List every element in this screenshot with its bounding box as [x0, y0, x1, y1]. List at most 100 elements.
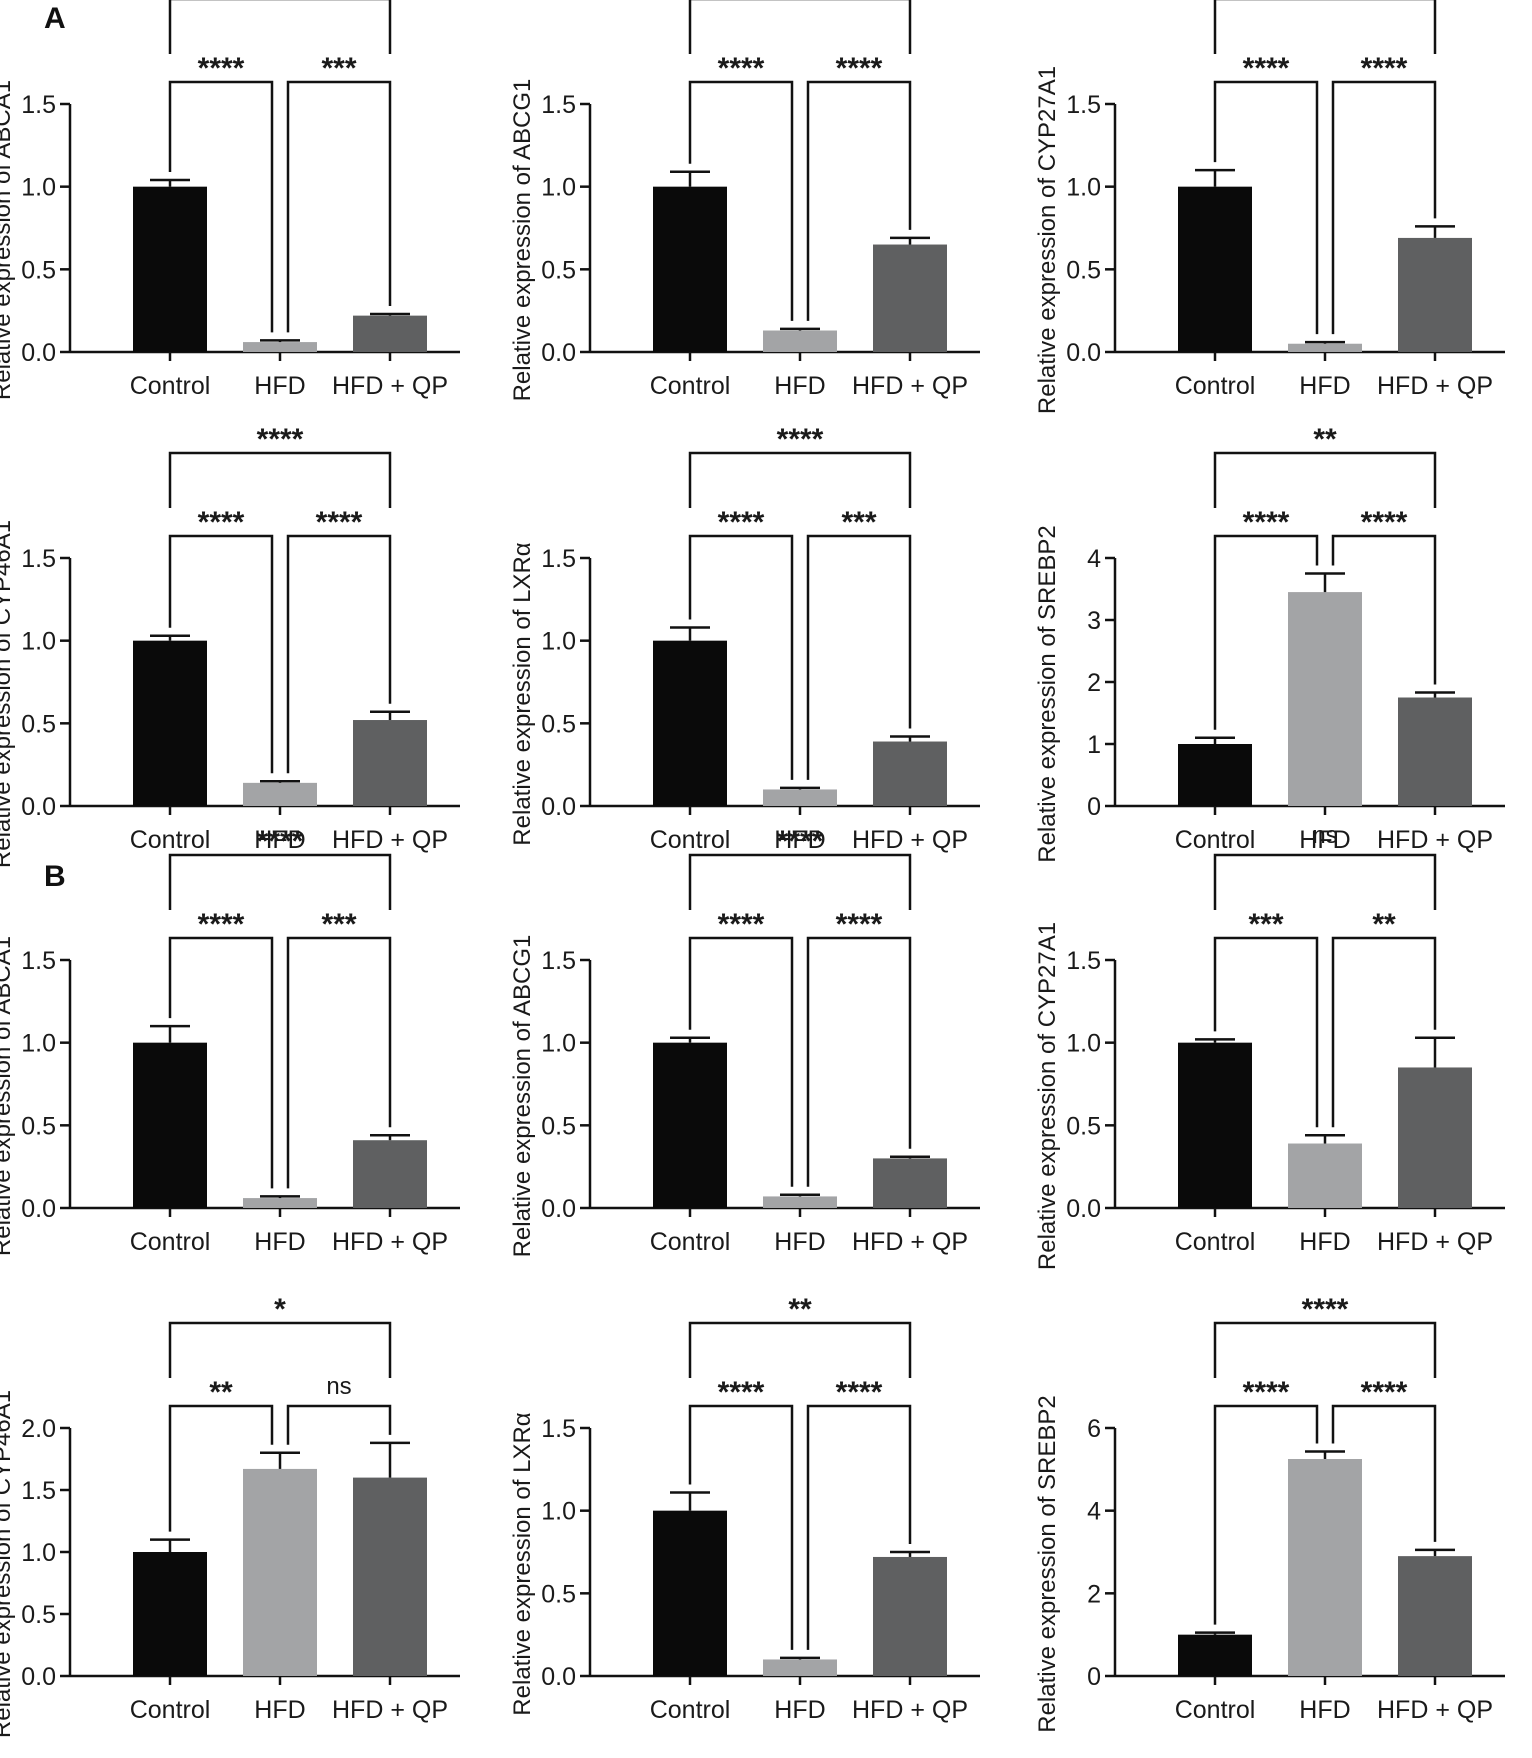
significance-label: **** — [836, 1376, 883, 1409]
x-tick-label: Control — [650, 1228, 731, 1256]
x-tick-label: HFD + QP — [1377, 826, 1493, 854]
y-tick-label: 0 — [1087, 1663, 1101, 1691]
x-tick-label: Control — [1175, 1696, 1256, 1724]
significance-label: **** — [1243, 506, 1290, 539]
x-tick-label: HFD + QP — [332, 1228, 448, 1256]
significance-label: **** — [1243, 1376, 1290, 1409]
y-tick-label: 4 — [1087, 1498, 1101, 1526]
bar-hfd-qp — [873, 244, 947, 352]
y-tick-label: 1.0 — [21, 628, 56, 656]
x-tick-label: Control — [650, 826, 731, 854]
x-tick-label: HFD + QP — [332, 1696, 448, 1724]
significance-bracket — [1213, 534, 1319, 730]
significance-bracket — [688, 1321, 912, 1378]
bar-hfd — [763, 1659, 837, 1676]
y-axis-title: Relative expression of CYP46A1 — [0, 1390, 16, 1738]
significance-label: **** — [718, 506, 765, 539]
significance-label: * — [274, 1293, 286, 1326]
significance-label: **** — [836, 52, 883, 85]
x-tick-label: Control — [130, 1696, 211, 1724]
significance-label: **** — [1361, 1376, 1408, 1409]
chart-a-1: 0.0 0.5 1.0 1.5 Relative expression of ABCA1… — [0, 0, 460, 400]
x-tick-label: HFD — [1299, 1696, 1350, 1724]
significance-bracket — [806, 936, 912, 1187]
significance-label: **** — [777, 423, 824, 456]
significance-bracket — [1331, 1404, 1437, 1542]
y-tick-label: 0.0 — [1066, 339, 1101, 367]
y-tick-label: 0.0 — [541, 339, 576, 367]
significance-label: **** — [198, 506, 245, 539]
significance-label: **** — [316, 506, 363, 539]
x-tick-label: Control — [1175, 826, 1256, 854]
significance-bracket — [1331, 534, 1437, 685]
chart-b-4: 0.0 0.5 1.0 1.5 2.0 Relative expression of CY… — [0, 1293, 460, 1738]
bar-hfd — [763, 330, 837, 352]
y-tick-label: 0.5 — [541, 710, 576, 738]
y-tick-label: 2 — [1087, 1580, 1101, 1608]
significance-bracket — [168, 451, 392, 508]
x-tick-label: Control — [1175, 372, 1256, 400]
significance-label: **** — [198, 908, 245, 941]
significance-bracket — [168, 1404, 274, 1532]
y-tick-label: 0.5 — [21, 710, 56, 738]
y-tick-label: 1.5 — [541, 545, 576, 573]
y-tick-label: 0.5 — [541, 1112, 576, 1140]
y-axis-title: Relative expression of CYP27A1 — [1034, 66, 1061, 414]
y-axis-title: Relative expression of LXRα — [509, 542, 536, 845]
bar-hfd-qp — [1398, 697, 1472, 806]
x-tick-label: HFD — [774, 826, 825, 854]
x-tick-label: HFD — [774, 372, 825, 400]
significance-label: **** — [198, 52, 245, 85]
significance-bracket — [688, 0, 912, 54]
significance-label: *** — [1248, 908, 1283, 941]
bar-control — [1178, 1042, 1252, 1208]
x-tick-label: Control — [1175, 1228, 1256, 1256]
x-tick-label: HFD + QP — [1377, 1696, 1493, 1724]
significance-bracket — [1331, 936, 1437, 1128]
y-tick-label: 1.5 — [21, 91, 56, 119]
significance-bracket — [688, 80, 794, 321]
significance-bracket — [168, 853, 392, 910]
bar-hfd-qp — [353, 1140, 427, 1208]
y-tick-label: 1.0 — [541, 1030, 576, 1058]
significance-label: **** — [1361, 52, 1408, 85]
bar-control — [133, 640, 207, 806]
y-tick-label: 0.0 — [1066, 1195, 1101, 1223]
y-tick-label: 0.5 — [21, 1112, 56, 1140]
bar-control — [653, 1042, 727, 1208]
y-tick-label: 2 — [1087, 669, 1101, 697]
significance-bracket — [806, 534, 912, 780]
significance-bracket — [688, 853, 912, 910]
significance-label: ** — [1372, 908, 1396, 941]
y-axis-title: Relative expression of LXRα — [509, 1412, 536, 1715]
x-tick-label: HFD — [774, 1696, 825, 1724]
significance-label: ns — [326, 1373, 351, 1400]
y-tick-label: 0.0 — [21, 1663, 56, 1691]
x-tick-label: HFD + QP — [852, 1228, 968, 1256]
y-tick-label: 0.0 — [541, 1663, 576, 1691]
y-axis-title: Relative expression of ABCA1 — [0, 80, 16, 400]
significance-bracket — [688, 1404, 794, 1650]
bar-control — [653, 640, 727, 806]
bar-hfd — [243, 1198, 317, 1208]
significance-bracket — [688, 451, 912, 508]
y-tick-label: 0.0 — [21, 793, 56, 821]
x-tick-label: Control — [130, 1228, 211, 1256]
significance-label: **** — [718, 908, 765, 941]
significance-label: *** — [321, 52, 356, 85]
significance-label: ** — [1313, 0, 1337, 2]
y-tick-label: 1.0 — [21, 1030, 56, 1058]
bar-hfd — [1288, 1459, 1362, 1676]
significance-bracket — [286, 534, 392, 774]
y-tick-label: 0.5 — [1066, 1112, 1101, 1140]
bar-hfd-qp — [1398, 1067, 1472, 1208]
x-tick-label: HFD — [254, 1228, 305, 1256]
bar-control — [1178, 1634, 1252, 1676]
y-tick-label: 1.5 — [21, 1477, 56, 1505]
bar-hfd — [243, 1468, 317, 1676]
significance-label: **** — [257, 0, 304, 2]
